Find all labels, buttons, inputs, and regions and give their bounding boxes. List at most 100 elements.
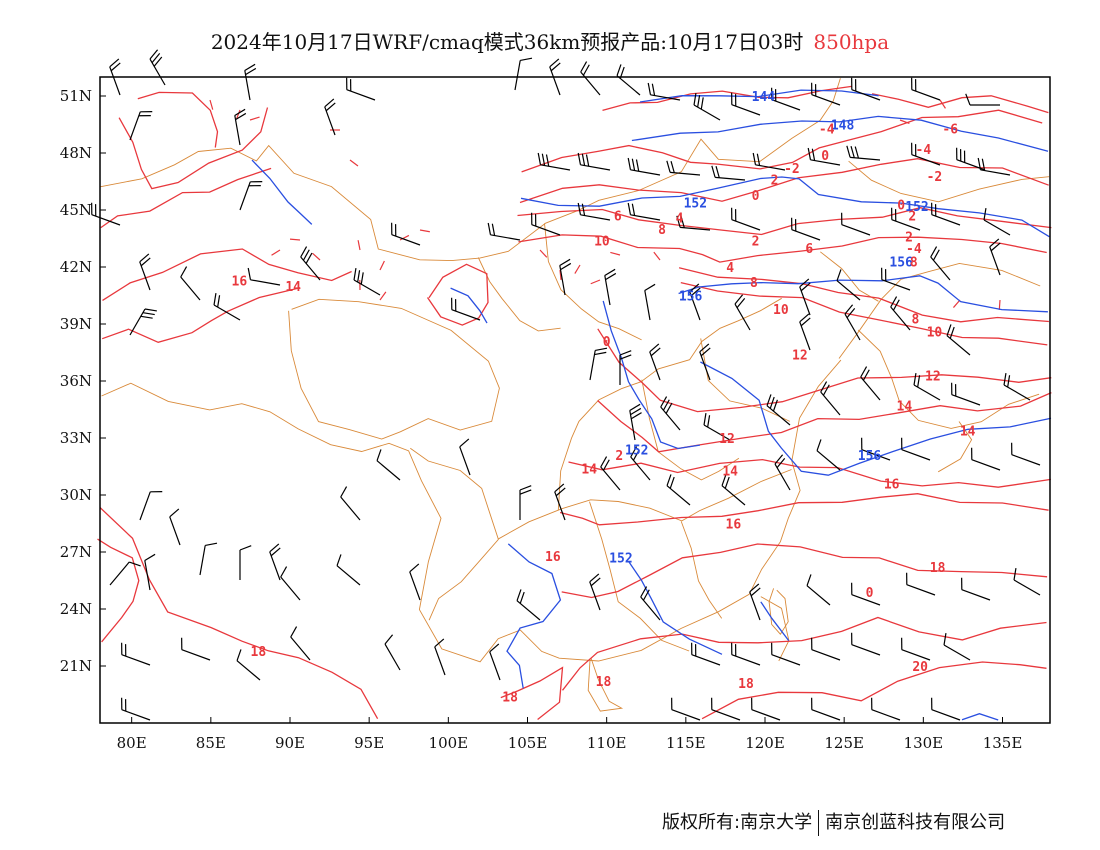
temperature-contour [521,109,1043,173]
geopotential-contour [520,176,1050,238]
wind-barb [559,258,572,296]
border-line [680,521,723,619]
wind-barb [766,394,791,426]
wind-barb [836,269,861,301]
temperature-contour [701,661,1047,720]
wind-barb [169,508,181,546]
temperature-contour [101,287,301,343]
lon-tick-label: 115E [666,734,706,752]
wind-barb [734,294,751,331]
wind-barb [149,49,166,86]
border-line [99,78,841,262]
temperature-label: 12 [925,369,941,384]
temperature-contour [561,543,1048,599]
temperature-label: 14 [722,464,738,479]
wind-barb [129,111,153,141]
wind-barb [619,350,632,385]
wind-barb [691,642,721,666]
temperature-fragment [379,291,387,301]
footer-divider [818,810,820,836]
temperature-fragment [249,116,260,121]
geopotential-label: 152 [609,552,632,567]
temperature-label: 8 [658,223,666,238]
border-line [641,379,740,481]
wind-barb [600,456,621,491]
lon-tick-label: 90E [275,734,305,752]
temperature-label: 2 [771,174,779,189]
wind-barb [451,297,481,321]
geopotential-contour [760,601,790,641]
copyright-right: 南京创蓝科技有限公司 [825,812,1006,833]
wind-barb [811,697,841,721]
wind-barb [931,697,961,721]
wind-barb [180,266,201,301]
temperature-label: 18 [596,675,612,690]
temperature-label: 12 [792,348,808,363]
temperature-fragment [939,99,946,109]
temperature-contour [678,267,1049,323]
temperature-label: 10 [594,234,610,249]
geopotential-contour [700,361,1052,476]
border-line [768,588,789,635]
wind-barb [391,222,421,246]
wind-barb [911,142,941,166]
wind-barb [1003,373,1031,401]
wind-barb [660,396,681,431]
wind-barb [144,553,156,591]
wind-barb [234,108,247,146]
temperature-contour [97,538,140,643]
temperature-label: 4 [676,212,684,227]
temperature-label: 2 [752,234,760,249]
wind-barb [213,293,241,321]
temperature-contour [426,263,489,326]
wind-barb [676,215,711,231]
wind-barb [989,238,1001,276]
temperature-label: 10 [773,303,789,318]
lon-tick-label: 80E [117,734,147,752]
wind-barb [239,181,263,211]
wind-barb [816,439,841,471]
temperature-contour [518,234,1047,263]
wind-barb [300,246,321,281]
lon-tick-label: 95E [354,734,384,752]
geopotential-contour [602,300,700,450]
geopotential-label: 152 [684,196,707,211]
wind-barb [881,267,911,291]
border-line [288,298,500,440]
wind-barb [519,485,532,520]
wind-barb [629,403,642,441]
wind-barb [489,643,501,681]
wind-barb [666,474,691,506]
wind-barb [487,222,521,241]
wind-barb [811,637,841,661]
lat-tick-label: 39N [60,315,92,333]
wind-barb [121,697,151,721]
wind-barb [931,202,961,226]
wind-barb [871,697,901,721]
copyright-footer: 版权所有:南京大学 南京创蓝科技有限公司 [662,808,1005,836]
wind-barb [121,642,151,666]
wind-barb [711,697,741,721]
wind-barb [956,147,986,171]
wind-barb [983,208,1011,236]
wind-barb [693,93,721,121]
lat-tick-label: 36N [60,372,92,390]
temperature-label: 6 [614,210,622,225]
border-line [410,447,499,621]
wind-barb [961,577,991,601]
lon-tick-label: 85E [196,734,226,752]
wind-barb [109,561,141,586]
geopotential-contour [639,89,879,103]
wind-barb [247,267,281,286]
temperature-fragment [419,229,430,233]
geopotential-contours [251,89,1052,721]
wind-barb [911,77,941,101]
lon-tick-label: 125E [824,734,864,752]
temperature-contour [100,167,272,229]
geopotential-contour [631,115,1049,152]
temperature-fragment [357,240,361,251]
temperature-label: 0 [821,149,829,164]
temperature-contour [99,507,379,720]
temperature-label: 10 [927,326,943,341]
